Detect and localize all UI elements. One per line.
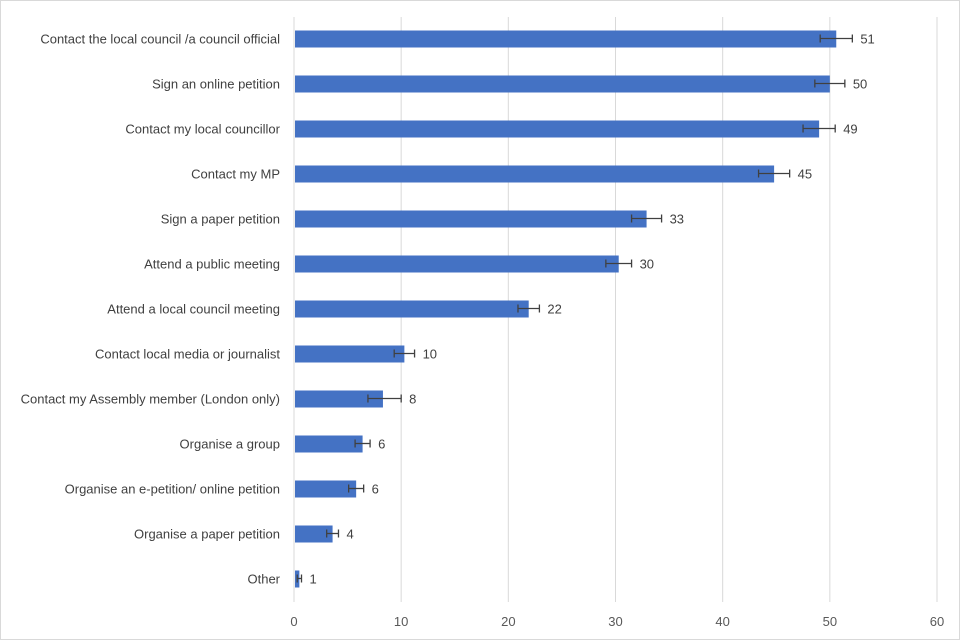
bar: [295, 525, 333, 543]
category-label: Contact my local councillor: [125, 122, 280, 137]
category-label: Organise an e-petition/ online petition: [65, 482, 280, 497]
data-label: 22: [547, 302, 561, 317]
category-label: Other: [247, 572, 280, 587]
data-label: 49: [843, 122, 857, 137]
data-label: 51: [860, 32, 874, 47]
data-label: 50: [853, 77, 867, 92]
category-label: Contact local media or journalist: [95, 347, 280, 362]
category-label: Contact my MP: [191, 167, 280, 182]
bar: [295, 75, 830, 93]
data-label: 30: [640, 257, 654, 272]
bar: [295, 165, 775, 183]
category-label: Contact the local council /a council off…: [40, 32, 280, 47]
data-label: 33: [670, 212, 684, 227]
category-label: Contact my Assembly member (London only): [21, 392, 280, 407]
x-tick-label: 10: [394, 614, 408, 629]
category-label: Sign a paper petition: [161, 212, 280, 227]
data-label: 1: [310, 572, 317, 587]
bar: [295, 435, 363, 453]
data-label: 8: [409, 392, 416, 407]
category-label: Organise a paper petition: [134, 527, 280, 542]
data-label: 10: [423, 347, 437, 362]
x-tick-label: 50: [823, 614, 837, 629]
data-label: 6: [378, 437, 385, 452]
bar: [295, 255, 619, 273]
category-label: Attend a public meeting: [144, 257, 280, 272]
bar: [295, 345, 405, 363]
category-label: Sign an online petition: [152, 77, 280, 92]
category-label: Attend a local council meeting: [107, 302, 280, 317]
category-label: Organise a group: [180, 437, 280, 452]
x-tick-label: 30: [608, 614, 622, 629]
bar: [295, 120, 820, 138]
data-label: 6: [372, 482, 379, 497]
bar: [295, 210, 647, 228]
bar: [295, 390, 383, 408]
x-tick-label: 0: [290, 614, 297, 629]
x-tick-label: 60: [930, 614, 944, 629]
bar: [295, 480, 357, 498]
x-tick-label: 40: [715, 614, 729, 629]
bar: [295, 30, 837, 48]
x-tick-label: 20: [501, 614, 515, 629]
data-label: 4: [346, 527, 353, 542]
data-label: 45: [798, 167, 812, 182]
bar: [295, 300, 529, 318]
